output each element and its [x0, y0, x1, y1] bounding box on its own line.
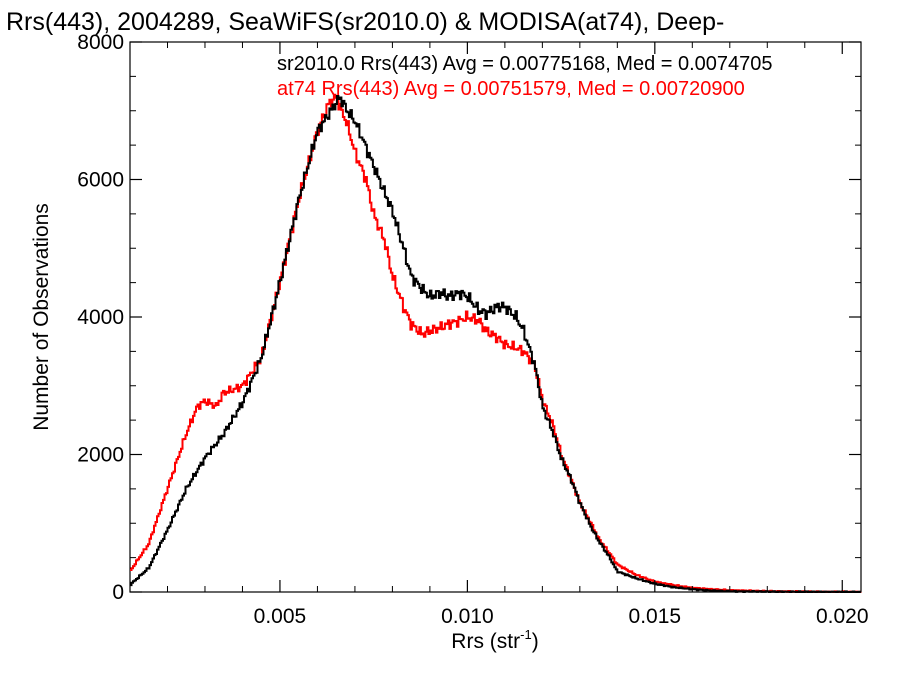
- y-tick-label: 4000: [77, 306, 124, 329]
- y-tick-label: 8000: [77, 31, 124, 54]
- legend-entry: at74 Rrs(443) Avg = 0.00751579, Med = 0.…: [277, 78, 745, 100]
- series-layer: [130, 93, 862, 593]
- y-axis-label: Number of Observations: [30, 203, 53, 431]
- x-axis-label: Rrs (str-1): [451, 627, 538, 653]
- y-tick-label: 0: [112, 581, 124, 604]
- series-line-sr2010: [130, 95, 862, 593]
- y-tick-label: 6000: [77, 169, 124, 192]
- legend: sr2010.0 Rrs(443) Avg = 0.00775168, Med …: [277, 53, 773, 100]
- x-axis-label-main: Rrs (str: [451, 630, 520, 653]
- chart-title: Rrs(443), 2004289, SeaWiFS(sr2010.0) & M…: [6, 8, 724, 36]
- y-tick-label: 2000: [77, 444, 124, 467]
- x-tick-label: 0.005: [254, 605, 307, 628]
- x-tick-label: 0.015: [629, 605, 682, 628]
- y-axis: 0 2000 4000 6000 8000: [77, 31, 861, 604]
- x-tick-label: 0.010: [441, 605, 494, 628]
- x-tick-label: 0.020: [816, 605, 869, 628]
- x-axis-label-end: ): [532, 630, 539, 653]
- series-line-at74: [130, 93, 862, 593]
- legend-entry: sr2010.0 Rrs(443) Avg = 0.00775168, Med …: [277, 53, 773, 75]
- plot-frame: [129, 41, 862, 593]
- x-axis-label-superscript: -1: [520, 627, 532, 642]
- x-axis: 0.005 0.010 0.015 0.020: [129, 42, 869, 628]
